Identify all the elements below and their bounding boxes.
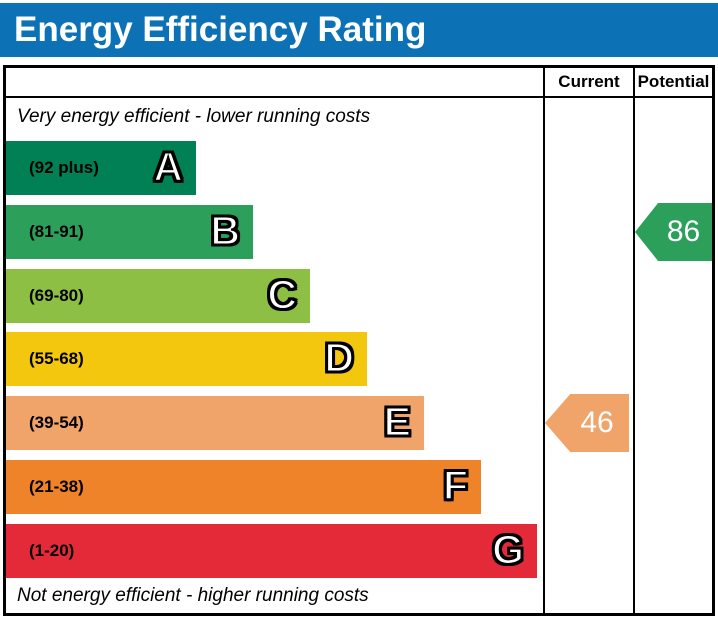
rating-table: Current Potential Very energy efficient … — [3, 65, 715, 616]
rating-table-inner: Current Potential Very energy efficient … — [6, 68, 712, 613]
band-row-a: (92 plus) A — [6, 141, 196, 195]
band-letter: B — [209, 207, 241, 254]
band-letter: A — [152, 143, 184, 190]
band-row-c: (69-80) C — [6, 269, 310, 323]
band-letter: E — [383, 398, 412, 445]
current-rating-arrow: 46 — [545, 394, 629, 452]
band-range-label: (21-38) — [29, 477, 84, 496]
title-bar: Energy Efficiency Rating — [0, 3, 718, 57]
band-range-label: (81-91) — [29, 222, 84, 241]
potential-column-divider — [633, 68, 635, 613]
band-range-label: (1-20) — [29, 541, 75, 560]
bottom-caption: Not energy efficient - higher running co… — [17, 585, 369, 606]
band-range-label: (55-68) — [29, 349, 84, 368]
band-letter: G — [491, 526, 525, 573]
potential-rating-value: 86 — [666, 215, 701, 248]
band-letter: D — [323, 334, 355, 381]
potential-rating-arrow: 86 — [635, 203, 712, 261]
current-rating-value: 46 — [580, 406, 614, 439]
band-range-label: (69-80) — [29, 286, 84, 305]
current-column-divider — [543, 68, 545, 613]
potential-column-header: Potential — [637, 72, 710, 91]
band-letter: C — [266, 271, 298, 318]
page-title: Energy Efficiency Rating — [14, 10, 427, 49]
band-range-label: (39-54) — [29, 413, 84, 432]
current-column-header: Current — [558, 72, 620, 91]
band-row-g: (1-20) G — [6, 524, 537, 578]
band-row-e: (39-54) E — [6, 396, 424, 450]
band-range-label: (92 plus) — [29, 158, 99, 177]
band-row-f: (21-38) F — [6, 460, 481, 514]
band-row-b: (81-91) B — [6, 205, 253, 259]
band-row-d: (55-68) D — [6, 332, 367, 386]
top-caption: Very energy efficient - lower running co… — [17, 106, 371, 127]
header-underline — [6, 96, 712, 98]
band-letter: F — [442, 462, 469, 509]
